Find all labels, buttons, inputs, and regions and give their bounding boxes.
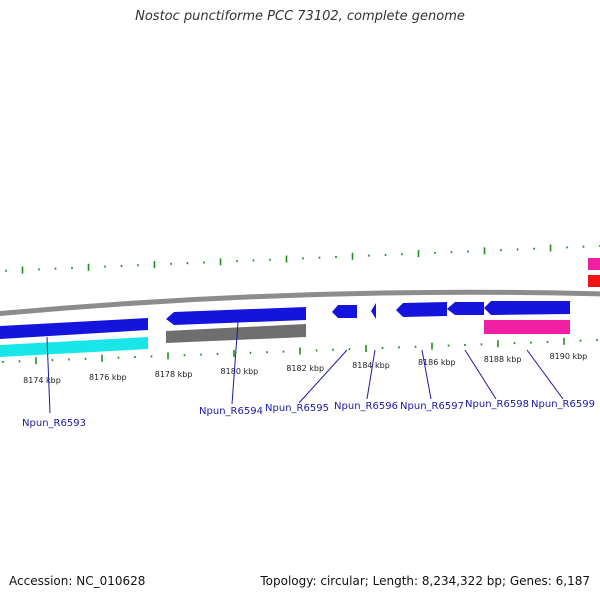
kbp-axis: 8174 kbp 8176 kbp 8178 kbp 8180 kbp 8182 kbp… bbox=[23, 352, 587, 385]
inner-features-track bbox=[0, 320, 570, 357]
gene-label[interactable]: Npun_R6599 bbox=[531, 399, 595, 410]
gene-label-leaders bbox=[46, 321, 564, 414]
right-edge-features bbox=[588, 258, 600, 287]
leader-line bbox=[231, 321, 239, 405]
gene-feature-6593[interactable] bbox=[0, 318, 148, 339]
kbp-tick-label: 8184 kbp bbox=[352, 361, 390, 370]
gc-skew-inner-track bbox=[2, 337, 598, 365]
accession-text: Accession: NC_010628 bbox=[9, 574, 146, 588]
gene-labels: Npun_R6593 Npun_R6594 Npun_R6595 Npun_R6596… bbox=[22, 399, 595, 429]
leader-line bbox=[464, 349, 497, 400]
topology-summary: Topology: circular; Length: 8,234,322 bp… bbox=[260, 574, 590, 588]
feature-pink-edge bbox=[588, 258, 600, 270]
kbp-tick-label: 8178 kbp bbox=[155, 370, 193, 379]
kbp-tick-label: 8180 kbp bbox=[221, 367, 259, 376]
gene-label[interactable]: Npun_R6593 bbox=[22, 418, 86, 429]
kbp-tick-label: 8176 kbp bbox=[89, 373, 127, 382]
kbp-tick-label: 8186 kbp bbox=[418, 358, 456, 367]
rna-feature-6593[interactable] bbox=[0, 337, 148, 357]
gene-feature-6599[interactable] bbox=[484, 301, 570, 315]
feature-pink-6599[interactable] bbox=[484, 320, 570, 334]
gene-feature-6597[interactable] bbox=[396, 302, 447, 317]
kbp-tick-label: 8182 kbp bbox=[286, 364, 324, 373]
gene-feature-6595[interactable] bbox=[332, 305, 357, 318]
gene-label[interactable]: Npun_R6595 bbox=[265, 403, 329, 414]
leader-line bbox=[298, 349, 348, 404]
gene-feature-6594[interactable] bbox=[166, 307, 306, 325]
gc-skew-outer-track bbox=[5, 244, 600, 274]
gene-label[interactable]: Npun_R6598 bbox=[465, 399, 529, 410]
gene-label[interactable]: Npun_R6596 bbox=[334, 401, 398, 412]
gene-feature-6596[interactable] bbox=[371, 303, 376, 319]
leader-line bbox=[366, 349, 376, 400]
gene-label[interactable]: Npun_R6597 bbox=[400, 401, 464, 412]
kbp-tick-label: 8174 kbp bbox=[23, 376, 61, 385]
gene-feature-6598[interactable] bbox=[447, 302, 484, 315]
feature-red-edge bbox=[588, 275, 600, 287]
genome-title: Nostoc punctiforme PCC 73102, complete g… bbox=[135, 9, 465, 24]
gene-features-track bbox=[0, 301, 570, 339]
leader-line bbox=[421, 349, 432, 400]
leader-line bbox=[46, 336, 51, 414]
kbp-tick-label: 8190 kbp bbox=[550, 352, 588, 361]
kbp-tick-label: 8188 kbp bbox=[484, 355, 522, 364]
leader-line bbox=[526, 349, 564, 400]
gene-label[interactable]: Npun_R6594 bbox=[199, 406, 263, 417]
pseudo-feature-6594[interactable] bbox=[166, 324, 306, 343]
genome-backbone bbox=[0, 289, 600, 317]
